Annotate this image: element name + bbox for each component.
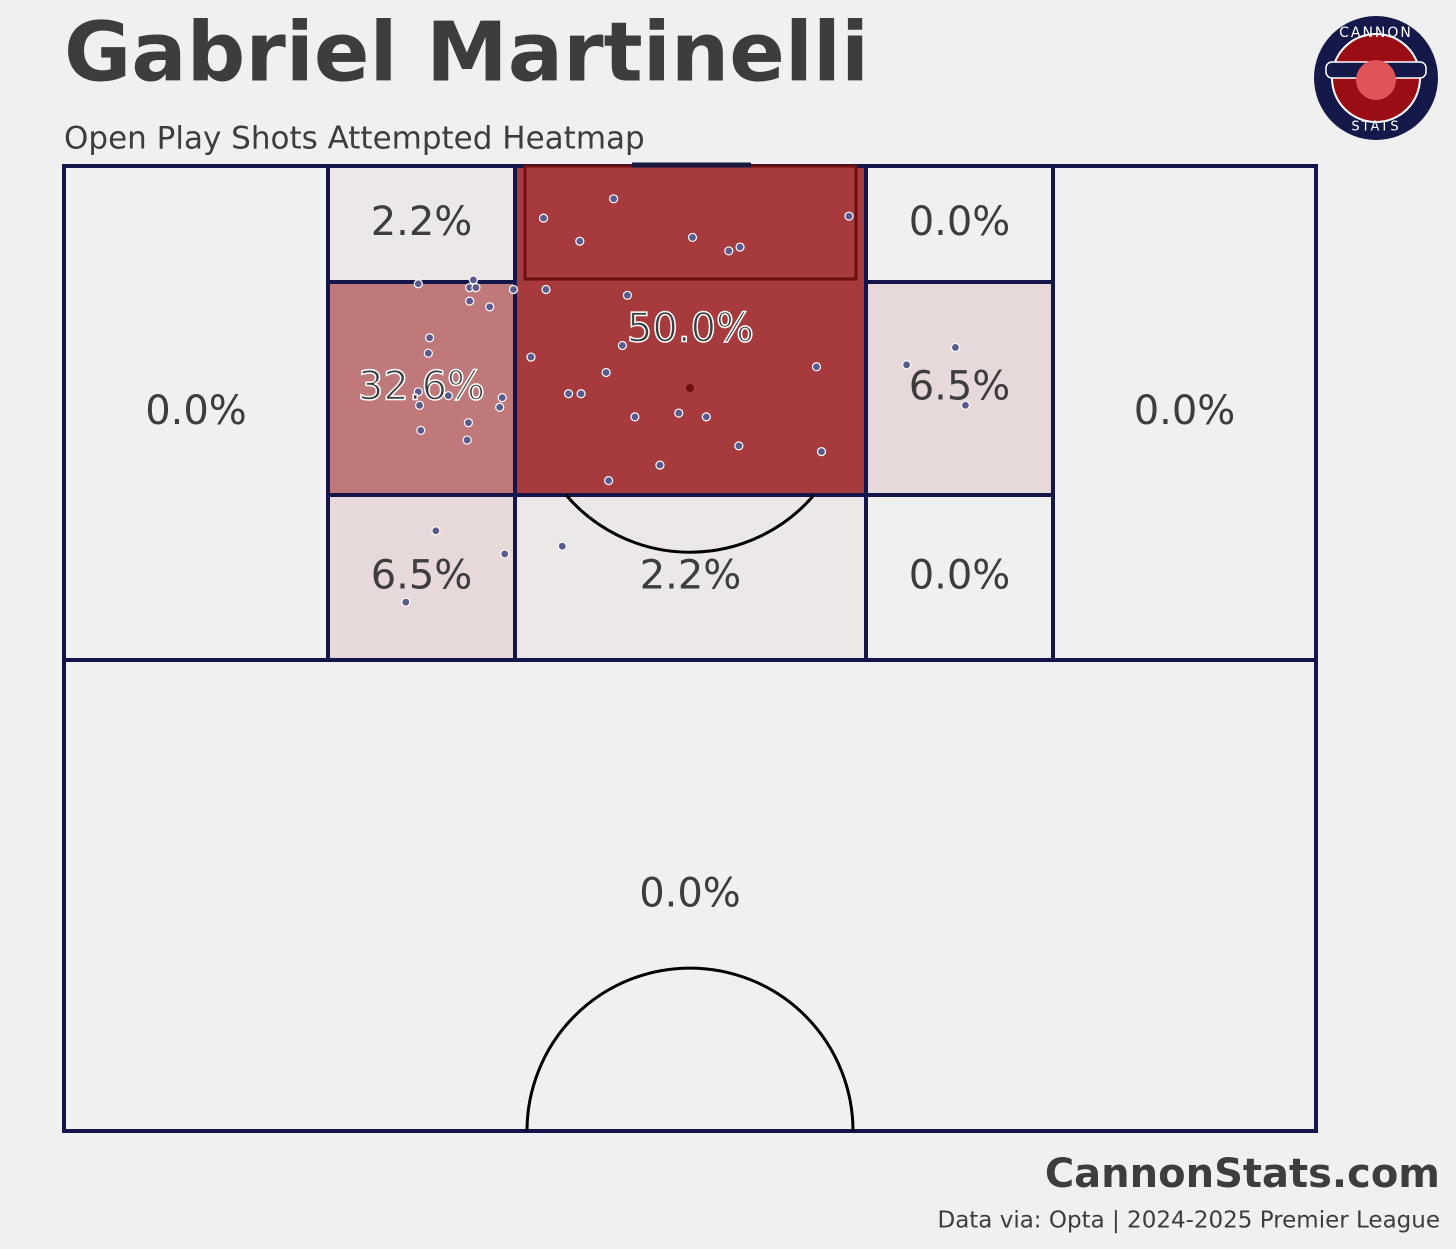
shot (416, 425, 426, 436)
zone (326, 164, 517, 284)
shot (462, 435, 472, 445)
title: Gabriel Martinelli (64, 5, 869, 100)
shots (401, 194, 971, 607)
zone-labels: 0.0% 2.2% 50.0% 0.0% 0.0% 32.6% 6.5% 6.5% 2.2% 0.… (145, 199, 1235, 917)
shot (443, 391, 453, 401)
shot (413, 279, 423, 289)
shot (609, 194, 619, 204)
logo: CANNON STATS (1314, 16, 1438, 140)
zone (1051, 164, 1318, 662)
zone-label: 2.2% (640, 553, 742, 599)
shot (414, 400, 425, 410)
source: Data via: Opta | 2024-2025 Premier Leagu… (937, 1208, 1440, 1234)
zone (62, 658, 1318, 1133)
brand: CannonStats.com (1045, 1151, 1440, 1197)
zone-label: 0.0% (145, 388, 247, 434)
shot (811, 362, 822, 372)
shot (508, 284, 519, 295)
shot (960, 400, 971, 410)
logo-ball (1356, 60, 1396, 100)
logo-top: CANNON (1339, 25, 1413, 41)
shot (485, 302, 495, 312)
shot (431, 526, 441, 536)
shot (471, 282, 481, 293)
shot (497, 393, 507, 403)
shot (617, 340, 627, 351)
shot (423, 348, 433, 358)
shot (495, 402, 505, 412)
shot (724, 246, 734, 256)
zone-label: 2.2% (371, 199, 473, 245)
subtitle: Open Play Shots Attempted Heatmap (64, 121, 645, 157)
shot (950, 342, 961, 353)
shot (563, 389, 574, 399)
shot (557, 541, 567, 551)
shot (401, 597, 411, 607)
shot (526, 352, 536, 362)
logo-bottom: STATS (1351, 120, 1400, 135)
pitch-lines (523, 162, 858, 1132)
zone-label: 50.0% (627, 306, 754, 352)
shot (674, 408, 684, 418)
shot (413, 387, 423, 397)
center-circle (525, 966, 855, 1132)
shot (541, 284, 551, 295)
shot (538, 213, 549, 223)
six-yard-box (523, 164, 858, 281)
shot (816, 447, 827, 457)
shot (701, 412, 711, 422)
shot (500, 549, 510, 559)
shot (576, 389, 586, 399)
zones (62, 164, 1318, 1133)
zone (326, 493, 517, 662)
shot (734, 441, 744, 451)
shot (901, 360, 912, 370)
shot (630, 412, 640, 422)
zone-label: 6.5% (371, 553, 473, 599)
zone-label: 0.0% (909, 553, 1011, 599)
zone-label: 0.0% (1134, 388, 1236, 434)
shot (424, 333, 435, 343)
shot (687, 232, 698, 243)
shot (465, 296, 475, 306)
zone (864, 493, 1055, 662)
zone-label: 6.5% (909, 364, 1011, 410)
penalty-arc (564, 494, 816, 554)
shot (601, 367, 611, 378)
shot (735, 242, 745, 252)
zone-label: 32.6% (358, 364, 485, 410)
shot (655, 460, 665, 470)
zone (62, 164, 330, 662)
zone-label: 0.0% (639, 871, 741, 917)
shot (468, 275, 479, 285)
shot (844, 211, 854, 221)
shot (463, 418, 473, 428)
zone-label: 0.0% (909, 199, 1011, 245)
shot (622, 290, 633, 300)
penalty-spot (686, 384, 694, 392)
shot (604, 475, 614, 486)
shot (575, 236, 585, 246)
